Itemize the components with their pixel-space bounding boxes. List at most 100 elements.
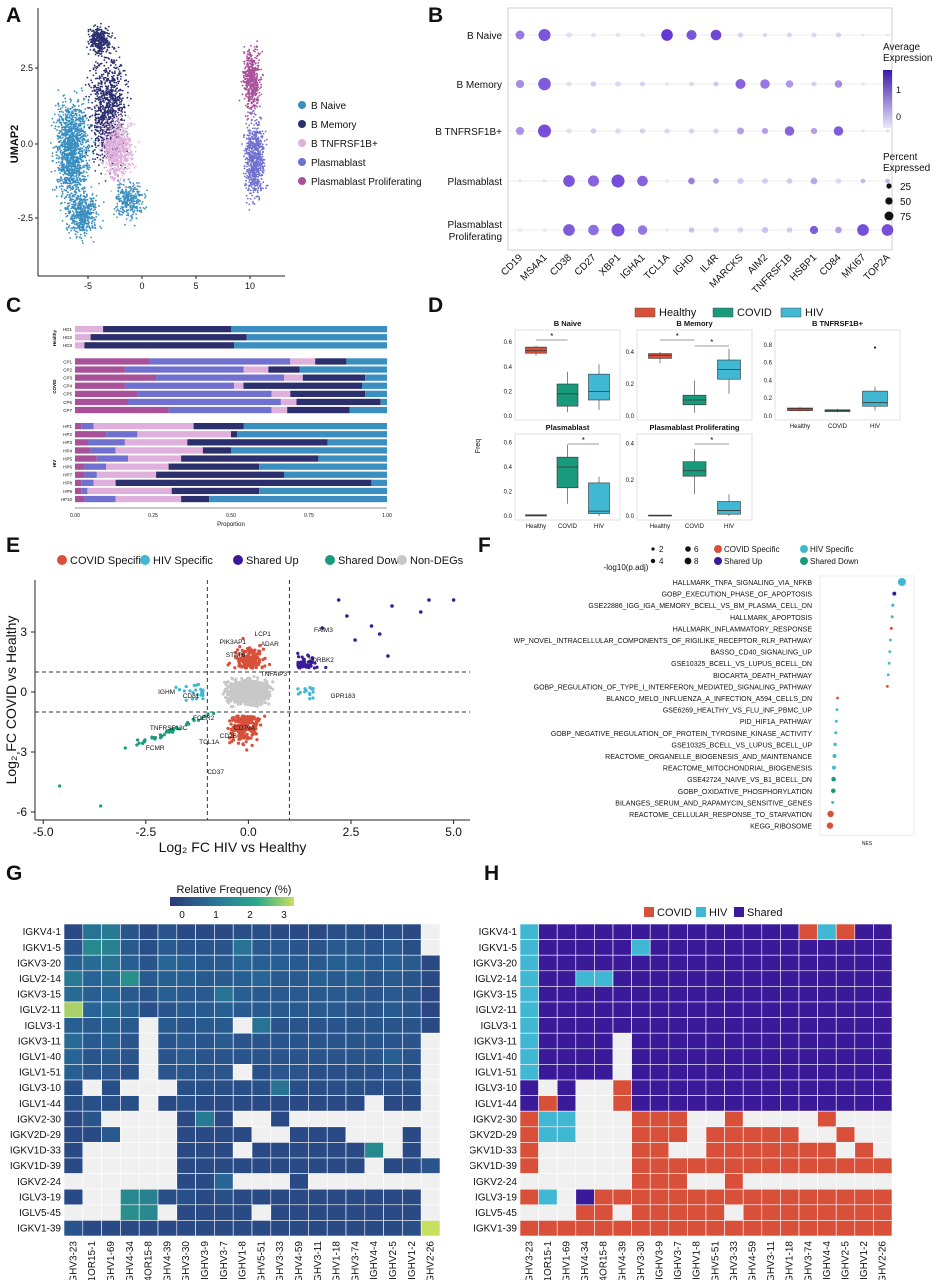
umap-cell bbox=[127, 133, 129, 136]
umap-cell bbox=[106, 80, 109, 82]
umap-cell bbox=[86, 214, 88, 217]
umap-cell bbox=[65, 143, 68, 145]
panel-label-h: H bbox=[484, 862, 500, 885]
umap-cell bbox=[129, 219, 132, 222]
umap-cell bbox=[68, 212, 71, 215]
umap-cell bbox=[73, 132, 76, 134]
umap-cell bbox=[127, 212, 129, 215]
umap-cell bbox=[125, 186, 128, 189]
umap-cell bbox=[246, 86, 249, 89]
umap-cell bbox=[78, 203, 81, 206]
umap-cell bbox=[135, 213, 138, 216]
umap-cell bbox=[91, 114, 94, 117]
umap-cell bbox=[75, 114, 78, 117]
umap-cell bbox=[253, 100, 256, 103]
umap-cell bbox=[62, 113, 65, 116]
umap-cell bbox=[71, 188, 74, 191]
umap-cell bbox=[98, 113, 100, 116]
umap-cell bbox=[113, 46, 115, 49]
umap-cell bbox=[116, 102, 118, 105]
umap-cell bbox=[246, 74, 249, 77]
umap-cell bbox=[74, 193, 77, 196]
umap-cell bbox=[81, 154, 84, 157]
umap-cell bbox=[109, 155, 112, 158]
umap-cell bbox=[63, 166, 66, 169]
umap-cell bbox=[78, 118, 81, 121]
umap-cell bbox=[61, 106, 64, 109]
umap-cell bbox=[89, 29, 92, 31]
umap-cell bbox=[82, 205, 85, 208]
umap-cell bbox=[118, 184, 121, 186]
umap-cell bbox=[120, 100, 123, 103]
umap-cell bbox=[89, 213, 92, 216]
umap-cell bbox=[118, 195, 120, 198]
umap-cell bbox=[123, 157, 126, 160]
umap-cell bbox=[100, 62, 103, 65]
umap-cell bbox=[81, 156, 84, 159]
umap-cell bbox=[121, 213, 123, 216]
umap-cell bbox=[83, 192, 85, 195]
umap-cell bbox=[82, 171, 85, 174]
umap-cell bbox=[263, 165, 266, 167]
umap-cell bbox=[77, 137, 79, 140]
umap-cell bbox=[92, 86, 95, 89]
umap-cell bbox=[87, 40, 90, 43]
umap-cell bbox=[114, 176, 117, 179]
umap-cell bbox=[133, 206, 136, 209]
umap-cell bbox=[80, 194, 82, 196]
umap-cell bbox=[64, 208, 67, 211]
umap-cell bbox=[129, 192, 132, 195]
umap-cell bbox=[102, 154, 105, 157]
umap-cell bbox=[247, 78, 250, 80]
umap-cell bbox=[108, 52, 111, 54]
umap-cell bbox=[82, 242, 84, 245]
umap-cell bbox=[126, 144, 129, 146]
umap-cell bbox=[238, 99, 241, 102]
umap-cell bbox=[62, 152, 65, 155]
umap-cell bbox=[250, 162, 253, 165]
umap-cell bbox=[116, 150, 119, 153]
umap-cell bbox=[257, 96, 259, 98]
umap-cell bbox=[89, 227, 92, 230]
umap-cell bbox=[132, 202, 134, 205]
umap-cell bbox=[256, 54, 259, 57]
umap-cell bbox=[61, 185, 64, 188]
umap-cell bbox=[90, 34, 93, 37]
umap-cell bbox=[72, 180, 75, 183]
umap-cell bbox=[245, 93, 248, 96]
umap-cell bbox=[247, 134, 250, 137]
umap-cell bbox=[111, 72, 114, 75]
umap-cell bbox=[251, 90, 254, 92]
umap-cell bbox=[95, 35, 98, 38]
umap-cell bbox=[109, 157, 112, 160]
umap-cell bbox=[93, 224, 96, 227]
umap-cell bbox=[81, 89, 84, 92]
umap-cell bbox=[122, 134, 124, 137]
umap-cell bbox=[70, 177, 72, 180]
umap-cell bbox=[74, 233, 77, 236]
umap-cell bbox=[254, 79, 256, 82]
umap-cell bbox=[74, 165, 76, 168]
umap-cell bbox=[64, 113, 67, 116]
umap-cell bbox=[89, 41, 92, 44]
x-axis-label: UMAP1 bbox=[141, 291, 180, 292]
umap-cell bbox=[130, 195, 132, 198]
umap-cell bbox=[83, 123, 86, 125]
umap-cell bbox=[260, 93, 263, 96]
umap-cell bbox=[89, 115, 92, 118]
umap-cell bbox=[64, 118, 67, 121]
umap-cell bbox=[86, 225, 89, 228]
umap-cell bbox=[100, 80, 103, 83]
umap-cell bbox=[117, 117, 119, 119]
umap-cell bbox=[51, 155, 54, 157]
umap-cell bbox=[101, 82, 103, 84]
umap-cell bbox=[117, 155, 119, 158]
umap-cell bbox=[250, 63, 253, 66]
umap-cell bbox=[248, 134, 251, 137]
umap-cell bbox=[244, 81, 247, 84]
umap-cell bbox=[64, 140, 67, 143]
umap-cell bbox=[96, 104, 98, 107]
umap-cell bbox=[107, 67, 110, 69]
umap-cell bbox=[76, 112, 78, 115]
umap-cell bbox=[67, 210, 70, 213]
